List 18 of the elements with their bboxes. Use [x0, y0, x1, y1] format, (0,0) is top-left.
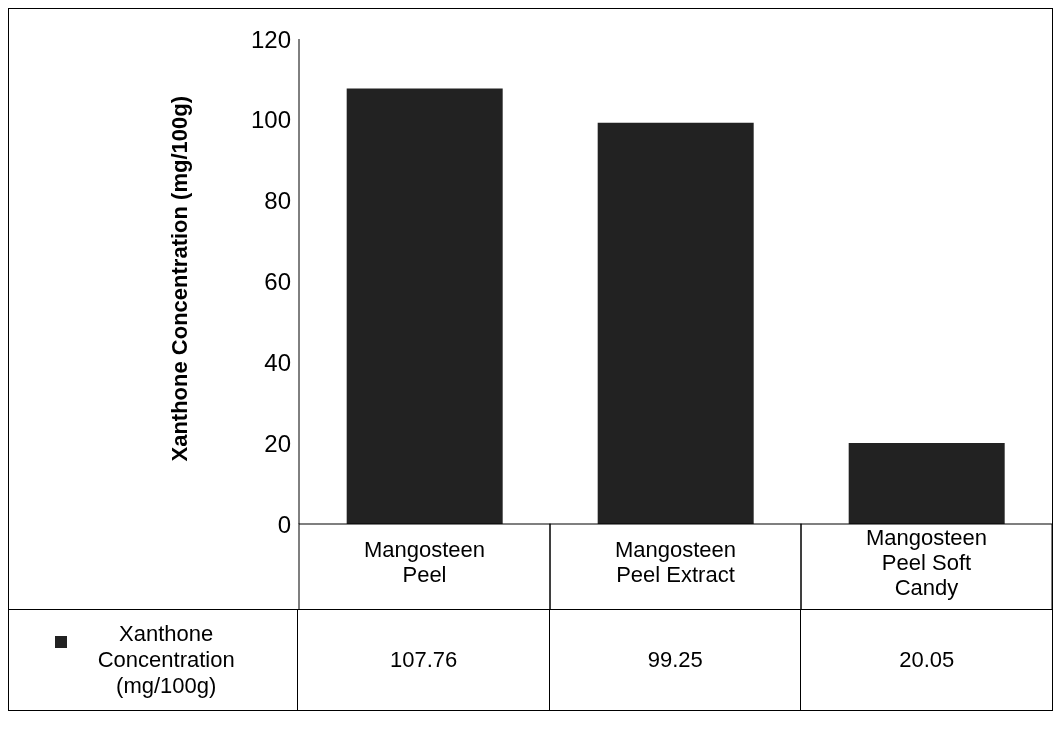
bar	[597, 122, 754, 524]
y-axis-title: Xanthone Concentration (mg/100g)	[166, 96, 192, 462]
data-label: 99.25	[548, 610, 801, 710]
x-tick-label: Mangosteen Peel Soft Candy	[865, 524, 988, 600]
y-tick-label: 20	[264, 429, 291, 457]
y-tick-label: 40	[264, 348, 291, 376]
y-tick-label: 60	[264, 268, 291, 296]
data-label: 107.76	[297, 610, 549, 710]
bar	[848, 442, 1005, 524]
legend-label: Xanthone Concentration (mg/100g)	[96, 621, 236, 699]
x-tick-label: Mangosteen Peel Extract	[614, 536, 737, 587]
data-label: 20.05	[800, 610, 1052, 710]
y-tick-label: 100	[250, 106, 291, 134]
y-tick-label: 80	[264, 187, 291, 215]
bar	[346, 88, 503, 524]
y-tick-label: 0	[277, 510, 291, 538]
x-tick-label: Mangosteen Peel	[363, 536, 486, 587]
y-tick-label: 120	[250, 25, 291, 53]
